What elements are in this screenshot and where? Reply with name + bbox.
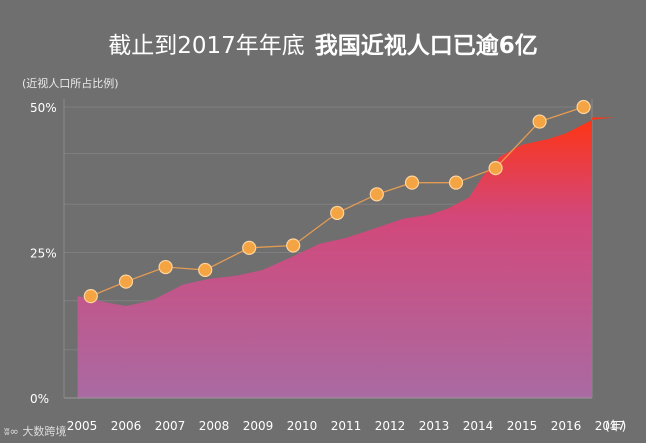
x-tick-label-2008: 2008 [199,419,230,433]
x-tick-label-2011: 2011 [331,419,362,433]
y-tick-label-0pct: 0% [30,392,49,406]
watermark-logo-icon: ʬ∞ [4,425,23,438]
data-point-8 [404,175,420,190]
x-tick-label-2005: 2005 [67,419,98,433]
data-point-2 [158,259,173,275]
area-series [77,117,615,398]
data-point-6 [330,205,345,221]
y-tick-label-50pct: 50% [30,101,57,115]
data-point-0 [83,289,98,304]
data-point-5 [286,238,301,253]
chart-title-part2: 我国近视人口已逾6亿 [314,33,538,59]
x-tick-label-2014: 2014 [463,419,494,433]
data-point-9 [448,175,464,190]
watermark-text: 大数跨境 [22,425,67,438]
x-tick-label-2006: 2006 [111,419,142,433]
data-point-3 [198,262,213,278]
data-point-11 [532,114,547,129]
data-point-1 [118,274,134,289]
y-axis-label: (近视人口所占比例) [22,76,119,90]
x-tick-label-2015: 2015 [507,419,538,433]
x-axis-label: (年) [605,419,626,433]
x-tick-label-2009: 2009 [243,419,274,433]
x-tick-label-2007: 2007 [155,419,186,433]
data-point-10 [488,161,503,176]
chart-title: 截止到2017年年底 我国近视人口已逾6亿 [0,26,646,60]
data-point-7 [369,187,384,202]
x-tick-label-2013: 2013 [419,419,450,433]
y-tick-label-25pct: 25% [30,247,57,261]
x-tick-label-2012: 2012 [375,419,406,433]
x-tick-label-2017: 2017 [595,419,626,433]
data-point-12 [576,99,591,115]
x-tick-label-2010: 2010 [287,419,318,433]
watermark: ʬ∞ 大数跨境 [4,423,66,439]
data-point-4 [242,240,257,255]
x-tick-label-2016: 2016 [551,419,582,433]
chart-title-part1: 截止到2017年年底 [108,33,305,59]
